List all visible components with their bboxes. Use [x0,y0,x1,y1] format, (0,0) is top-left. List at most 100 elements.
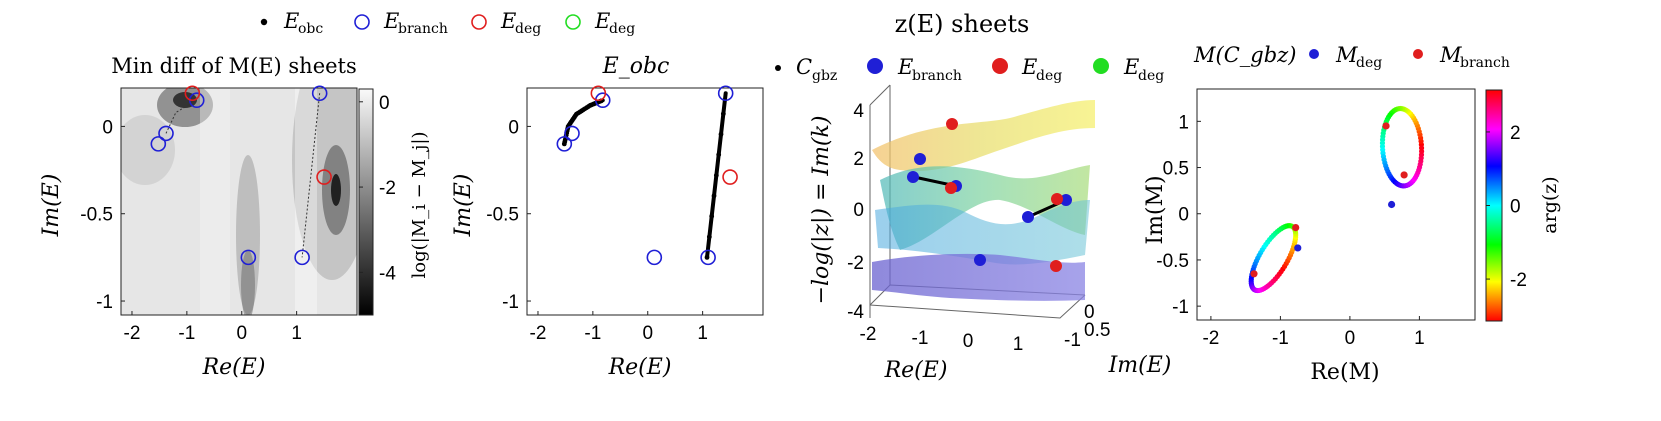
m-deg-point [1388,200,1396,209]
legend-deg-red-sub: deg [515,21,541,37]
y-tick-label: -1 [96,292,113,313]
x-tick-label: 0 [1345,328,1356,349]
legend-obc-marker [260,18,268,26]
obc-point [716,152,722,158]
p3-deg-point [1050,260,1062,272]
x-tick-label: -1 [1272,328,1289,349]
p3-legend-deg-red-sub: deg [1036,68,1062,84]
x-tick-label: -1 [584,323,601,344]
y-tick-label: -0.5 [80,205,113,226]
x-tick-label: 1 [291,323,302,344]
y-tick-label: 0.5 [1163,159,1189,180]
legend-deg-green-sub: deg [609,21,635,37]
figure-legend: E obc E branch E deg E deg [260,9,635,37]
p3-legend-deg-green-marker [1093,58,1109,74]
legend-branch-marker [354,14,370,30]
obc-point [720,111,726,117]
p4-title: M(C_gbz) [1193,43,1296,67]
panel3-yticks: 0.5 0 -1 [1064,302,1110,351]
x-tick-label: -1 [178,323,195,344]
panel-z-sheets: z(E) sheets C gbz E branch E deg E deg [775,10,1171,383]
obc-point [718,131,724,137]
panel1-title: Min diff of M(E) sheets [111,54,357,78]
legend-deg-red-marker [471,14,487,30]
y-tick-label: 0 [1178,205,1189,226]
y-tick-label: -0.5 [486,205,519,226]
gbz-loop-point [1278,269,1284,275]
x-tick-label: -2 [124,323,141,344]
p3-xtick: -2 [860,324,877,345]
panel1-colorbar-ticks: 0 -2 -4 [359,93,396,284]
panel3-points [907,118,1072,272]
p3-ztick: 4 [853,101,864,122]
branch-point-ring [556,136,573,152]
p3-branch-point [907,171,919,183]
legend-deg-red-label: E [500,9,516,33]
colorbar-tick-label: 0 [1510,197,1521,218]
panel2-ylabel: Im(E) [451,174,476,238]
panel1-heatmap [121,88,357,315]
sheet-low [875,200,1090,265]
panel4-ylabel: Im(M) [1143,175,1168,244]
panel3-xlabel: Re(E) [884,358,948,383]
obc-point [709,213,715,219]
panel2-xlabel: Re(E) [608,355,672,380]
sheet-bottom [872,253,1085,301]
x-tick-label: 0 [642,323,653,344]
deg-point-ring [590,85,607,102]
obc-point [704,254,710,260]
colorbar-tick-label: -2 [1510,270,1527,291]
p3-deg-point [945,182,957,194]
colorbar-tick-label: 2 [1510,123,1521,144]
m-branch-point [1292,224,1300,232]
branch-point-ring [150,136,167,152]
y-tick-label: 0 [102,117,113,138]
x-tick-label: 0 [236,323,247,344]
p3-ytick: 0 [1084,302,1095,323]
sheet-top [872,100,1095,171]
p3-xtick: -1 [912,328,929,349]
panel3-xticks: -2 -1 0 1 [860,324,1024,355]
panel2-obc-arcs [561,91,728,260]
panel1-markers [150,85,332,266]
legend-deg-green-marker [565,14,581,30]
branch-point-ring [294,249,310,266]
panel3-zticks: 4 2 0 -2 -4 [847,101,864,323]
deg-point-ring [184,85,201,102]
branch-point-ring [240,249,257,266]
p3-branch-point [1060,194,1072,206]
panel1-xlabel: Re(E) [202,355,266,380]
panel2-title-main: E_obc [602,54,670,79]
p4-legend-branch-marker [1413,49,1423,59]
p3-legend-deg-green-label: E [1123,55,1139,79]
p3-legend-deg-red-marker [992,58,1008,74]
panel4-colorbar-ticks: 2 0 -2 [1486,123,1527,291]
p3-branch-point [1022,211,1034,223]
y-tick-label: -1 [502,292,519,313]
panel1-colorbar-label: log(|M_i − M_j|) [409,131,430,278]
panel3-zlabel: −log(|z|) = Im(k) [809,116,834,305]
panel2-markers [556,85,738,266]
p4-legend-branch-label: M [1439,43,1462,67]
legend-obc-label: E [283,9,299,33]
panel3-title: z(E) sheets [895,10,1030,38]
panel3-ylabel: Im(E) [1108,353,1172,378]
legend-deg-green-label: E [594,9,610,33]
panel-m-gbz: M(C_gbz) M deg M branch -2 -1 0 110.50-0.5-… [1143,43,1561,385]
colorbar-tick-label: -4 [379,263,396,284]
colorbar-tick-label: -2 [379,178,396,199]
p4-legend-branch-sub: branch [1460,55,1510,71]
obc-point [706,234,712,240]
branch-point-ring [564,125,580,142]
branch-point-ring [700,249,716,266]
p3-legend-gbz-sub: gbz [812,68,837,84]
p3-legend-gbz-label: C [796,55,812,79]
panel1-ylabel: Im(E) [39,174,64,238]
x-tick-label: -2 [530,323,547,344]
p3-deg-point [946,118,958,130]
p3-legend-deg-red-label: E [1021,55,1037,79]
panel3-legend: C gbz E branch E deg E deg [775,55,1164,84]
panel-eobc: E_obc -2 -1 0 1 -1 -0.5 0 Re(E) Im(E) [451,54,764,380]
p3-deg-point [1051,193,1063,205]
